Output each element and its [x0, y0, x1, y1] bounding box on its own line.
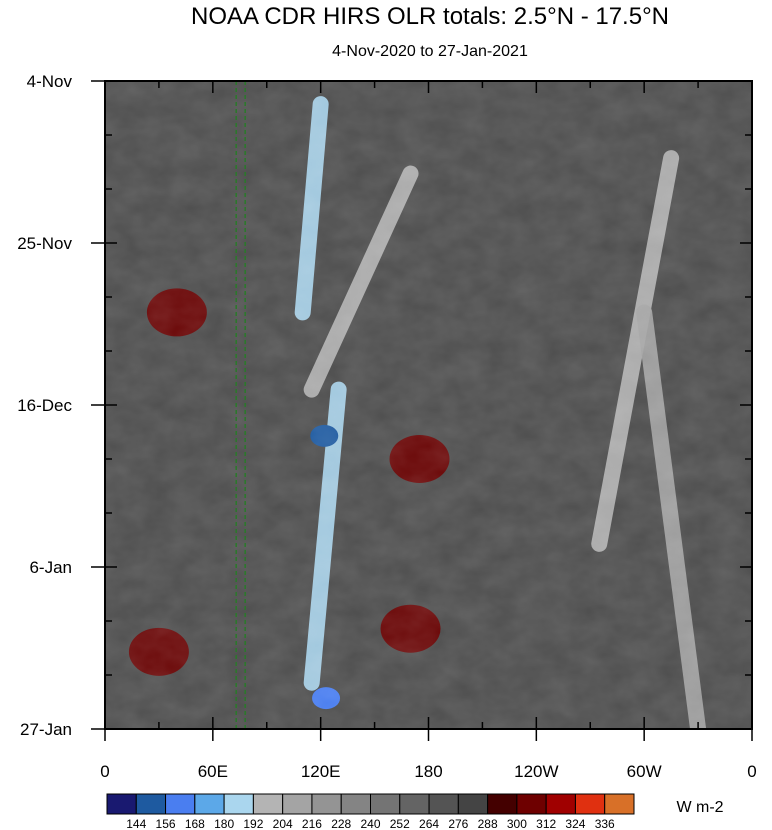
plot-area [105, 81, 752, 729]
colorbar-label: 288 [478, 817, 498, 830]
colorbar-swatch [252, 793, 284, 815]
colorbar-swatch [223, 793, 254, 815]
x-axis: 0 60E 120E 180 120W 60W 0 [100, 81, 757, 781]
y-tick-label: 6-Jan [29, 558, 72, 577]
colorbar-label: 144 [126, 817, 146, 830]
colorbar-swatch [574, 793, 606, 815]
colorbar-swatch [106, 793, 137, 815]
olr-texture [105, 81, 752, 729]
x-tick-label: 180 [414, 762, 442, 781]
x-tick-label: 0 [100, 762, 109, 781]
colorbar-swatch [340, 793, 372, 815]
colorbar-label: 336 [595, 817, 615, 830]
colorbar-swatch [194, 793, 225, 815]
x-tick-label: 0 [747, 762, 756, 781]
colorbar-swatch [457, 793, 489, 815]
colorbar-label: 276 [448, 817, 468, 830]
y-tick-label: 4-Nov [27, 72, 73, 91]
colorbar-unit: W m-2 [676, 799, 723, 816]
colorbar-swatch [399, 793, 430, 815]
y-tick-label: 16-Dec [17, 396, 72, 415]
colorbar-swatch [516, 793, 547, 815]
colorbar-label: 252 [390, 817, 410, 830]
colorbar-swatch [282, 793, 313, 815]
y-tick-label: 27-Jan [20, 720, 72, 739]
colorbar-swatch [370, 793, 401, 815]
colorbar-label: 228 [331, 817, 351, 830]
x-tick-label: 120W [514, 762, 558, 781]
colorbar-label: 264 [419, 817, 439, 830]
colorbar-label: 324 [565, 817, 585, 830]
colorbar-label: 312 [536, 817, 556, 830]
colorbar-label: 240 [360, 817, 380, 830]
x-tick-label: 60W [627, 762, 662, 781]
colorbar-label: 216 [302, 817, 322, 830]
y-tick-label: 25-Nov [17, 234, 72, 253]
colorbar-label: 180 [214, 817, 234, 830]
colorbar-label: 204 [273, 817, 293, 830]
reference-lines [235, 81, 246, 729]
colorbar-swatch [604, 793, 635, 815]
colorbar-label: 168 [185, 817, 205, 830]
x-tick-label: 60E [198, 762, 228, 781]
colorbar-swatch [545, 793, 576, 815]
colorbar-label: 300 [507, 817, 527, 830]
colorbar-swatch [135, 793, 167, 815]
colorbar-swatch [428, 793, 459, 815]
chart-subtitle: 4-Nov-2020 to 27-Jan-2021 [332, 43, 528, 60]
colorbar-swatch [311, 793, 342, 815]
colorbar-label: 156 [156, 817, 176, 830]
y-axis: 4-Nov 25-Nov 16-Dec 6-Jan 27-Jan [17, 72, 752, 739]
x-tick-label: 120E [301, 762, 341, 781]
colorbar-label: 192 [243, 817, 263, 830]
colorbar-swatch [165, 793, 196, 815]
colorbar: 144 156 168 180 192 204 216 228 240 252 264 276 288 3… [106, 793, 635, 830]
chart-title: NOAA CDR HIRS OLR totals: 2.5°N - 17.5°N [191, 3, 669, 30]
colorbar-swatch [487, 793, 518, 815]
